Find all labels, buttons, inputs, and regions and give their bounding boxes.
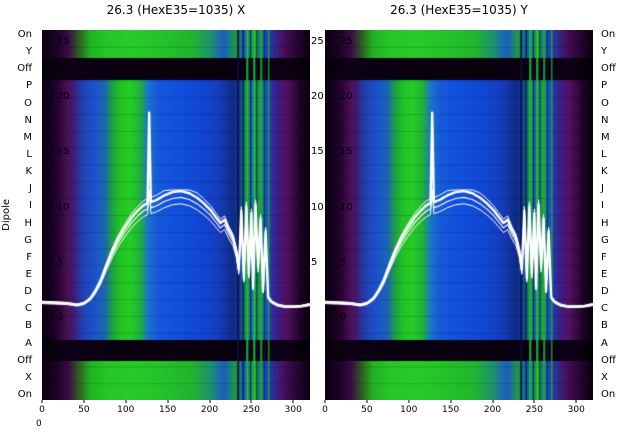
row-label: L (26, 148, 32, 160)
row-label: C (601, 303, 608, 315)
row-label: G (601, 234, 609, 246)
x-tick-label: 50 (78, 405, 90, 415)
mid-value-labels: 25 20 15 10 5 (311, 30, 325, 400)
x-tick-label: 100 (117, 405, 135, 415)
x-tick-mark (575, 400, 577, 403)
row-label: F (601, 251, 607, 263)
right-value-label: 20 (311, 91, 324, 103)
row-label: Y (25, 46, 32, 58)
row-label: O (24, 97, 32, 109)
x-tick-label: 250 (525, 405, 543, 415)
right-value-label: 10 (311, 201, 324, 213)
row-label: E (601, 268, 608, 280)
x-tick-mark (292, 400, 294, 403)
right-panel-title: 26.3 (HexE35=1035) Y (390, 3, 528, 17)
x-tick-mark (324, 400, 326, 403)
row-label: F (26, 251, 32, 263)
x-tick-mark (250, 400, 252, 403)
row-label: M (23, 131, 32, 143)
x-tick-label: 100 (400, 405, 418, 415)
row-label: N (24, 114, 32, 126)
right-value-label: 15 (311, 146, 324, 158)
row-label: X (25, 371, 32, 383)
row-label: A (601, 337, 608, 349)
row-label: J (29, 183, 32, 195)
x-tick-label: 300 (567, 405, 585, 415)
heatmap-panel-y: - 25- 20- 15- 10- 5- 0 (325, 30, 593, 400)
row-label: D (601, 286, 609, 298)
right-value-label: 25 (311, 35, 324, 47)
x-tick-mark (83, 400, 85, 403)
row-label: On (17, 29, 32, 40)
row-label: I (29, 200, 32, 212)
left-panel-title: 26.3 (HexE35=1035) X (106, 3, 246, 17)
left-row-labels: On Y Off P O N M L K J I H G F E D C B A Off X On (2, 30, 32, 400)
row-label: On (601, 388, 616, 400)
x-tick-label: 150 (442, 405, 460, 415)
row-label: E (25, 268, 32, 280)
x-tick-mark (167, 400, 169, 403)
x-tick-label: 0 (322, 405, 328, 415)
row-label: G (24, 234, 32, 246)
x-tick-mark (533, 400, 535, 403)
row-label: I (601, 200, 604, 212)
x-axis-ticks-y: 0 50 100 150 200 250 300 (322, 400, 593, 418)
row-label: Off (601, 354, 616, 366)
row-label: Off (17, 63, 32, 75)
heatmap-panel-x: - 25- 20- 15- 10- 5- 0 (42, 30, 310, 400)
row-label: B (25, 320, 32, 332)
row-label: On (17, 388, 32, 400)
x-tick-label: 200 (200, 405, 219, 415)
x-tick-label: 150 (159, 405, 177, 415)
x-tick-label: 250 (242, 405, 260, 415)
row-label: On (601, 29, 616, 40)
row-label: H (601, 217, 609, 229)
right-value-label: 5 (311, 256, 318, 268)
x-axis-ticks-x: 0 50 100 150 200 250 300 (39, 400, 310, 418)
heatmap-canvas-y (325, 30, 593, 400)
row-label: P (601, 80, 608, 92)
row-label: B (601, 320, 608, 332)
row-label: O (601, 97, 609, 109)
x-tick-mark (408, 400, 410, 403)
x-tick-mark (492, 400, 493, 403)
row-label: H (24, 217, 32, 229)
x-tick-mark (41, 400, 43, 403)
x-tick-mark (125, 400, 127, 403)
heatmap-canvas-x (42, 30, 310, 400)
row-label: Y (601, 46, 608, 58)
row-label: Off (601, 63, 616, 75)
row-label: D (24, 286, 32, 298)
row-label: M (601, 131, 610, 143)
right-row-labels: On Y Off P O N M L K J I H G F E D C B A Off X On (601, 30, 639, 400)
x-tick-label: 300 (284, 405, 302, 415)
row-label: N (601, 114, 609, 126)
row-label: P (25, 80, 32, 92)
bottom-left-label: 0 (36, 419, 42, 429)
x-tick-mark (450, 400, 452, 403)
row-label: K (601, 166, 608, 178)
row-label: J (601, 183, 604, 195)
row-label: X (601, 371, 608, 383)
row-label: Off (17, 354, 32, 366)
x-tick-label: 50 (361, 405, 373, 415)
row-label: A (25, 337, 32, 349)
x-tick-mark (209, 400, 210, 403)
x-tick-mark (366, 400, 368, 403)
x-tick-label: 200 (483, 405, 502, 415)
row-label: K (25, 166, 32, 178)
x-tick-label: 0 (39, 405, 45, 415)
row-label: L (601, 148, 607, 160)
row-label: C (25, 303, 32, 315)
